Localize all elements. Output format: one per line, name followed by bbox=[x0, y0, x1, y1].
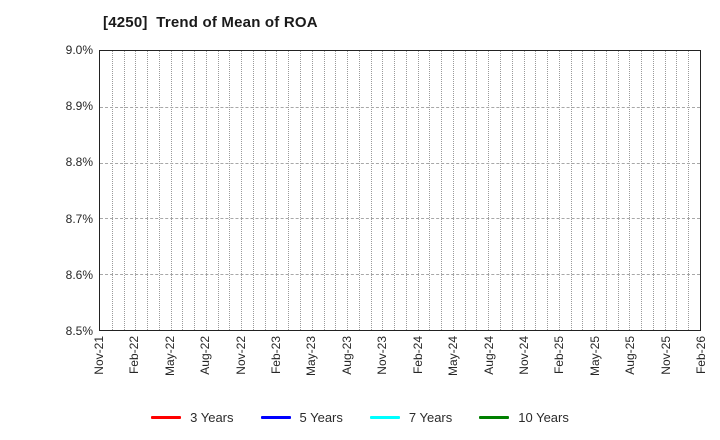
x-tick-label: Feb-26 bbox=[694, 336, 708, 375]
vertical-gridline bbox=[323, 51, 325, 330]
horizontal-gridline bbox=[100, 274, 700, 276]
x-tick-label: Nov-22 bbox=[233, 336, 248, 375]
vertical-gridline bbox=[617, 51, 619, 330]
legend-label: 3 Years bbox=[190, 409, 234, 425]
legend-line-swatch bbox=[369, 415, 400, 419]
vertical-gridline bbox=[664, 51, 666, 330]
horizontal-gridline bbox=[100, 162, 700, 164]
legend-label: 7 Years bbox=[408, 409, 453, 425]
x-tick-label: Feb-23 bbox=[269, 336, 284, 375]
vertical-gridline bbox=[535, 51, 537, 330]
vertical-gridline bbox=[511, 51, 513, 330]
vertical-gridline bbox=[158, 51, 160, 330]
horizontal-gridline bbox=[100, 218, 700, 220]
x-tick-label: Feb-25 bbox=[552, 336, 567, 375]
legend-line-swatch bbox=[479, 415, 510, 419]
vertical-gridline bbox=[264, 51, 266, 330]
x-tick-label: May-24 bbox=[446, 336, 461, 377]
x-axis: Nov-21 Feb-22 May-22 Aug-22 Nov-22 Feb-23 May-… bbox=[92, 336, 708, 396]
vertical-gridline bbox=[629, 51, 631, 330]
vertical-gridline bbox=[370, 51, 372, 330]
vertical-gridline bbox=[358, 51, 360, 330]
vertical-gridline bbox=[288, 51, 290, 330]
legend-item: 7 Years bbox=[369, 409, 453, 425]
vertical-gridline bbox=[476, 51, 478, 330]
vertical-gridline bbox=[605, 51, 607, 330]
plot-area bbox=[99, 50, 701, 331]
vertical-gridline bbox=[182, 51, 184, 330]
legend-line-swatch bbox=[260, 415, 291, 419]
vertical-gridline bbox=[347, 51, 349, 330]
vertical-gridline bbox=[547, 51, 549, 330]
vertical-gridline bbox=[488, 51, 490, 330]
vertical-gridline bbox=[300, 51, 301, 330]
vertical-gridline bbox=[570, 51, 572, 330]
vertical-gridline bbox=[452, 51, 454, 330]
vertical-gridline bbox=[405, 51, 407, 330]
vertical-gridline bbox=[394, 51, 396, 330]
vertical-gridline bbox=[594, 51, 596, 330]
vertical-gridline bbox=[582, 51, 584, 330]
legend-item: 10 Years bbox=[479, 410, 569, 425]
legend-label: 5 Years bbox=[299, 409, 343, 425]
x-tick-label: Nov-24 bbox=[516, 336, 531, 375]
x-tick-label: Feb-24 bbox=[410, 336, 425, 375]
x-tick-label: Nov-23 bbox=[375, 336, 390, 375]
vertical-gridline bbox=[170, 51, 172, 330]
chart-title: [4250] Trend of Mean of ROA bbox=[103, 14, 318, 31]
vertical-gridline bbox=[205, 51, 207, 330]
vertical-gridline bbox=[523, 51, 525, 330]
legend-line-swatch bbox=[151, 415, 182, 419]
vertical-gridline bbox=[652, 51, 654, 330]
x-tick-label: Aug-22 bbox=[198, 336, 213, 375]
x-tick-label: Aug-23 bbox=[339, 336, 354, 375]
x-tick-label: Feb-22 bbox=[127, 336, 142, 375]
vertical-gridline bbox=[147, 51, 149, 330]
y-tick-label: 8.8% bbox=[65, 155, 93, 170]
y-tick-label: 8.9% bbox=[65, 99, 93, 114]
x-tick-label: May-25 bbox=[587, 336, 602, 377]
vertical-gridline bbox=[688, 51, 690, 330]
y-tick-label: 8.6% bbox=[65, 267, 93, 282]
x-tick-label: May-22 bbox=[162, 336, 177, 377]
y-tick-label: 8.5% bbox=[65, 324, 93, 338]
legend-label: 10 Years bbox=[518, 409, 569, 425]
vertical-gridline bbox=[194, 51, 196, 330]
vertical-gridline bbox=[558, 51, 560, 330]
x-tick-label: Nov-25 bbox=[658, 336, 673, 375]
vertical-gridline bbox=[252, 51, 254, 330]
y-axis: 9.0% 8.9% 8.8% 8.7% 8.6% 8.5% bbox=[0, 43, 93, 338]
vertical-gridline bbox=[335, 51, 337, 330]
legend-item: 3 Years bbox=[151, 409, 234, 425]
vertical-gridline bbox=[135, 51, 137, 330]
legend-item: 5 Years bbox=[260, 409, 343, 425]
vertical-gridline bbox=[382, 51, 384, 330]
vertical-gridline bbox=[276, 51, 278, 330]
y-tick-label: 8.7% bbox=[65, 211, 93, 226]
horizontal-gridline bbox=[100, 106, 700, 108]
vertical-gridline bbox=[229, 51, 231, 330]
vertical-gridline bbox=[500, 51, 501, 330]
vertical-gridline bbox=[641, 51, 643, 330]
vertical-gridline bbox=[464, 51, 466, 330]
vertical-gridline bbox=[417, 51, 419, 330]
x-tick-label: Aug-25 bbox=[623, 336, 638, 375]
vertical-gridline bbox=[441, 51, 443, 330]
vertical-gridline bbox=[111, 51, 113, 330]
x-tick-label: May-23 bbox=[304, 336, 319, 377]
vertical-gridline bbox=[123, 51, 125, 330]
legend: 3 Years 5 Years 7 Years 10 Years bbox=[0, 405, 720, 429]
vertical-gridline bbox=[676, 51, 678, 330]
vertical-gridline bbox=[311, 51, 313, 330]
vertical-gridline bbox=[429, 51, 431, 330]
vertical-gridline bbox=[217, 51, 219, 330]
x-tick-label: Nov-21 bbox=[92, 336, 106, 375]
x-tick-label: Aug-24 bbox=[481, 336, 496, 375]
y-tick-label: 9.0% bbox=[65, 43, 93, 57]
vertical-gridline bbox=[241, 51, 243, 330]
